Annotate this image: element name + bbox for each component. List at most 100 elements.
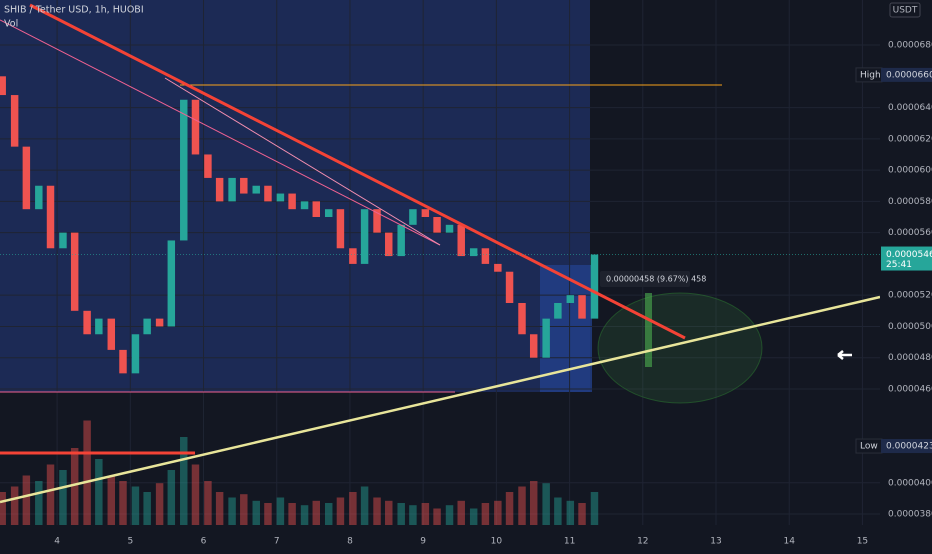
- volume-bar: [119, 481, 127, 525]
- candle-body: [204, 154, 212, 178]
- main-trend-line: [29, 3, 686, 340]
- volume-bar: [240, 494, 248, 525]
- candle-body: [445, 224, 454, 233]
- volume-bar: [228, 497, 236, 525]
- x-tick-label: 10: [491, 537, 503, 547]
- volume-bar: [373, 497, 381, 525]
- target-ellipse: [597, 292, 763, 404]
- axis-layer: 0.00006800 0.00006400 0.00006200 0.00006000…: [54, 41, 932, 547]
- volume-bar: [360, 486, 369, 525]
- arrow-icon: [837, 350, 852, 360]
- candle-body: [360, 209, 369, 264]
- candle-body: [397, 224, 405, 257]
- candle-body: [0, 76, 6, 96]
- volume-bar: [46, 464, 55, 525]
- volume-bar: [180, 437, 188, 525]
- volume-bar: [433, 508, 441, 525]
- x-tick-label: 9: [420, 537, 426, 547]
- volume-bar: [288, 503, 296, 525]
- volume-bar: [542, 483, 550, 525]
- candle-body: [107, 318, 116, 350]
- last-price-box: [881, 246, 932, 271]
- trend-line: [164, 77, 441, 246]
- x-tick-label: 5: [127, 537, 133, 547]
- candle-body: [518, 302, 526, 335]
- candle-layer: [0, 76, 599, 374]
- candle-body: [385, 232, 393, 257]
- volume-bar: [215, 492, 224, 525]
- candle-body: [554, 302, 562, 319]
- candle-body: [578, 295, 586, 319]
- candle-body: [349, 248, 357, 264]
- last-price-label: 0.00005460: [886, 250, 932, 260]
- measure-label: 0.00000458 (9.67%) 458: [606, 275, 706, 284]
- candle-body: [494, 263, 502, 272]
- volume-bar: [324, 503, 333, 525]
- y-tick-label: 0.00006200: [888, 134, 932, 144]
- currency-box[interactable]: [889, 2, 921, 18]
- candle-body: [180, 99, 188, 241]
- candle-body: [155, 318, 164, 327]
- x-tick-label: 8: [347, 537, 353, 547]
- volume-bar: [22, 475, 31, 525]
- high-value-label: 0.00006609: [886, 70, 932, 80]
- y-tick-label: 0.00004000: [888, 478, 932, 488]
- volume-bar: [264, 503, 272, 525]
- candle-body: [300, 201, 309, 210]
- y-tick-label: 0.00005600: [888, 228, 932, 238]
- drawings: [0, 3, 881, 504]
- candle-body: [10, 95, 19, 147]
- volume-bar: [494, 500, 502, 525]
- volume-bar: [409, 505, 417, 525]
- y-tick-label: 0.00004800: [888, 353, 932, 363]
- currency-label[interactable]: USDT: [893, 6, 918, 16]
- candle-body: [457, 224, 465, 257]
- candle-body: [312, 201, 321, 218]
- x-tick-label: 12: [637, 537, 648, 547]
- volume-bar: [83, 420, 91, 525]
- volume-bar: [336, 497, 345, 525]
- candle-body: [22, 146, 31, 210]
- candle-body: [469, 248, 478, 257]
- candle-body: [252, 185, 260, 194]
- volume-bar: [35, 481, 43, 525]
- candle-body: [288, 193, 296, 210]
- candle-body: [70, 232, 79, 311]
- high-value-box: [881, 67, 932, 82]
- candle-body: [59, 232, 67, 249]
- candle-body: [83, 310, 91, 335]
- y-tick-label: 0.00006000: [888, 166, 932, 176]
- candle-body: [505, 271, 514, 303]
- volume-bar: [397, 503, 405, 525]
- volume-bar: [385, 500, 393, 525]
- price-labels: 0.0000546025:41 High 0.00006609 Low 0.000042…: [0, 67, 932, 454]
- x-tick-label: 13: [710, 537, 721, 547]
- low-value-box: [881, 439, 932, 454]
- candle-body: [191, 99, 200, 155]
- symbol-title: SHIB / Tether USD, 1h, HUOBI: [4, 5, 144, 16]
- countdown-label: 25:41: [886, 260, 912, 270]
- grid: [0, 0, 880, 525]
- volume-bar: [349, 492, 357, 525]
- candle-body: [35, 185, 43, 210]
- volume-bar: [481, 503, 490, 525]
- projection-bar: [645, 293, 652, 367]
- price-axis: [880, 0, 932, 550]
- volume-bar: [143, 492, 151, 525]
- volume-bar: [529, 481, 538, 525]
- x-tick-label: 7: [274, 537, 280, 547]
- volume-bar: [518, 486, 526, 525]
- y-tick-label: 0.00003800: [888, 510, 932, 520]
- candle-body: [324, 209, 333, 218]
- measure-tooltip: [600, 271, 690, 287]
- high-name-label: High: [860, 70, 881, 80]
- candle-body: [276, 193, 285, 202]
- x-tick-label: 14: [783, 537, 795, 547]
- volume-bar: [167, 470, 176, 525]
- candle-body: [143, 318, 151, 335]
- candle-body: [542, 318, 550, 358]
- y-tick-label: 0.00006400: [888, 103, 932, 113]
- volume-bar: [505, 492, 514, 525]
- candle-body: [228, 177, 236, 202]
